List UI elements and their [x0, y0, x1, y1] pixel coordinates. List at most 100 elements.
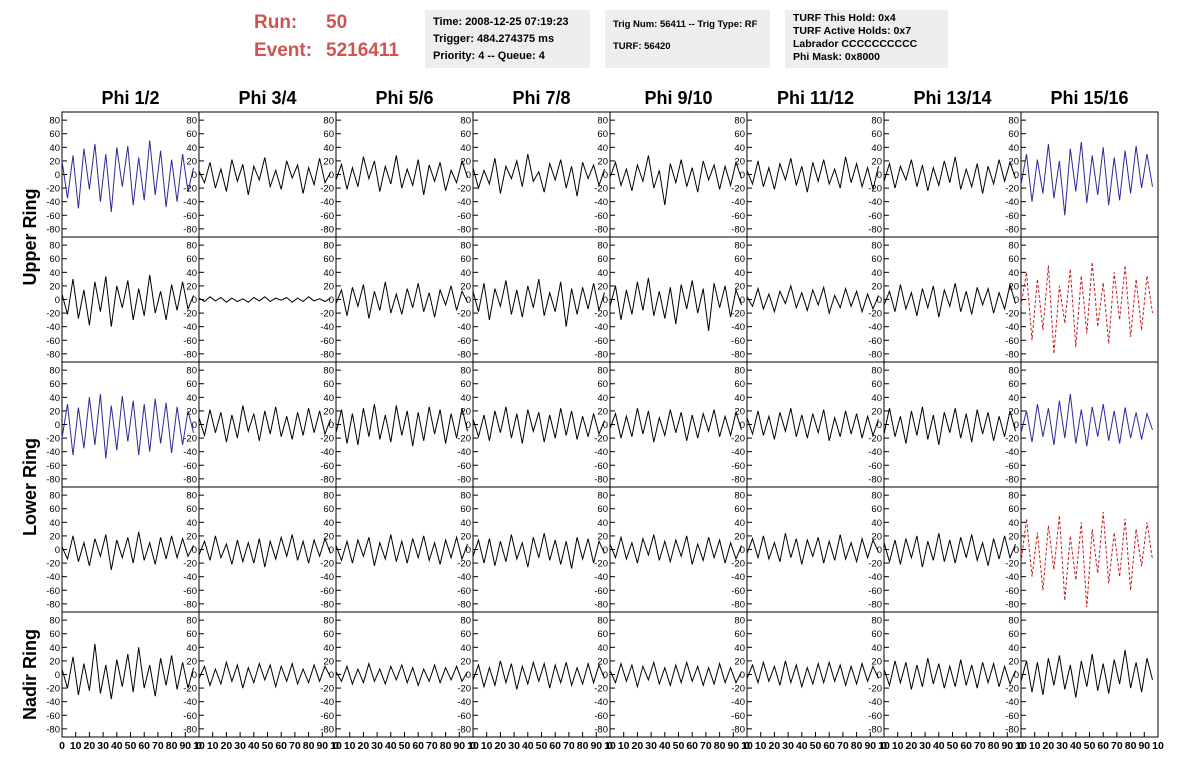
y-tick-label: -60	[320, 586, 334, 597]
y-tick-label: -40	[320, 322, 334, 333]
y-tick-label: 80	[1008, 491, 1019, 502]
x-tick-label: 80	[988, 740, 1000, 752]
y-tick-label: -60	[731, 711, 745, 722]
y-tick-label: -80	[46, 474, 60, 485]
x-tick-label: 30	[782, 740, 794, 752]
panel-frame	[198, 486, 337, 613]
y-tick-label: -40	[1005, 447, 1019, 458]
y-tick-label: 80	[597, 491, 608, 502]
y-tick-label: -80	[731, 724, 745, 735]
y-tick-label: 60	[597, 379, 608, 390]
y-tick-label: 80	[49, 366, 60, 377]
y-tick-label: -20	[457, 309, 471, 320]
y-tick-label: 0	[740, 545, 745, 556]
y-tick-label: -20	[1005, 559, 1019, 570]
event-label: Event:	[254, 40, 313, 61]
y-tick-label: 60	[323, 379, 334, 390]
column-title: Phi 7/8	[512, 88, 570, 108]
waveform	[609, 660, 742, 689]
waveform	[61, 140, 194, 212]
y-tick-label: 20	[1008, 156, 1019, 167]
y-tick-label: -40	[46, 447, 60, 458]
y-tick-label: -80	[594, 224, 608, 235]
y-tick-label: 20	[323, 156, 334, 167]
panel-frame	[883, 611, 1022, 738]
y-tick-label: 0	[192, 170, 197, 181]
y-tick-label: 40	[186, 393, 197, 404]
panel-frame	[609, 111, 748, 238]
y-tick-label: 40	[323, 143, 334, 154]
waveform	[61, 643, 194, 700]
y-tick-label: 20	[186, 531, 197, 542]
y-tick-label: -40	[731, 572, 745, 583]
y-tick-label: 80	[597, 616, 608, 627]
waveform	[1020, 262, 1153, 354]
y-tick-label: 0	[1014, 170, 1019, 181]
y-tick-label: 20	[1008, 281, 1019, 292]
y-tick-label: 20	[734, 406, 745, 417]
y-tick-label: -20	[731, 684, 745, 695]
y-tick-label: 80	[323, 116, 334, 127]
y-tick-label: 40	[186, 268, 197, 279]
waveform	[198, 534, 331, 568]
y-tick-label: 80	[460, 491, 471, 502]
x-tick-label: 20	[1043, 740, 1055, 752]
y-tick-label: 80	[460, 241, 471, 252]
panel-frame	[609, 361, 748, 488]
x-tick-label: 30	[645, 740, 657, 752]
y-tick-label: 80	[186, 491, 197, 502]
y-tick-label: 40	[871, 143, 882, 154]
y-tick-label: -80	[320, 224, 334, 235]
x-tick-label: 90	[864, 740, 876, 752]
y-tick-label: -80	[594, 599, 608, 610]
y-tick-label: 60	[186, 379, 197, 390]
y-tick-label: -20	[320, 309, 334, 320]
y-tick-label: -80	[731, 349, 745, 360]
x-tick-label: 70	[426, 740, 438, 752]
waveform	[1020, 393, 1153, 447]
y-tick-label: 40	[1008, 268, 1019, 279]
y-tick-label: -80	[320, 724, 334, 735]
x-tick-label: 60	[275, 740, 287, 752]
x-tick-label: 40	[659, 740, 671, 752]
y-tick-label: 40	[323, 268, 334, 279]
y-tick-label: 20	[49, 656, 60, 667]
x-tick-label: 20	[358, 740, 370, 752]
y-tick-label: -60	[457, 336, 471, 347]
waveform	[472, 154, 605, 197]
row-title: Lower Ring	[20, 438, 40, 536]
y-tick-label: -60	[868, 336, 882, 347]
y-tick-label: 20	[49, 406, 60, 417]
y-tick-label: 0	[603, 670, 608, 681]
y-tick-label: 0	[877, 295, 882, 306]
x-tick-label: 10	[193, 740, 205, 752]
y-tick-label: -20	[183, 309, 197, 320]
waveform	[335, 155, 468, 195]
column-title: Phi 15/16	[1050, 88, 1128, 108]
y-tick-label: 40	[1008, 393, 1019, 404]
y-tick-label: -60	[1005, 211, 1019, 222]
waveform	[609, 155, 742, 206]
y-tick-label: 0	[740, 170, 745, 181]
y-tick-label: -80	[320, 474, 334, 485]
y-tick-label: -40	[457, 447, 471, 458]
y-tick-label: 60	[1008, 379, 1019, 390]
y-tick-label: -20	[1005, 309, 1019, 320]
info-box: TURF This Hold: 0x4 TURF Active Holds: 0…	[785, 10, 948, 68]
x-tick-label: 80	[440, 740, 452, 752]
info-line: Time: 2008-12-25 07:19:23	[433, 16, 569, 28]
y-tick-label: -40	[46, 197, 60, 208]
y-tick-label: 20	[597, 156, 608, 167]
y-tick-label: 60	[597, 254, 608, 265]
y-tick-label: -60	[320, 211, 334, 222]
panel-frame	[883, 111, 1022, 238]
x-tick-label: 90	[1001, 740, 1013, 752]
y-tick-label: -60	[1005, 461, 1019, 472]
x-tick-label: 0	[1018, 740, 1024, 752]
y-tick-label: 20	[323, 406, 334, 417]
x-tick-label: 90	[179, 740, 191, 752]
y-tick-label: 60	[734, 504, 745, 515]
y-tick-label: -40	[1005, 322, 1019, 333]
y-tick-label: 80	[734, 616, 745, 627]
